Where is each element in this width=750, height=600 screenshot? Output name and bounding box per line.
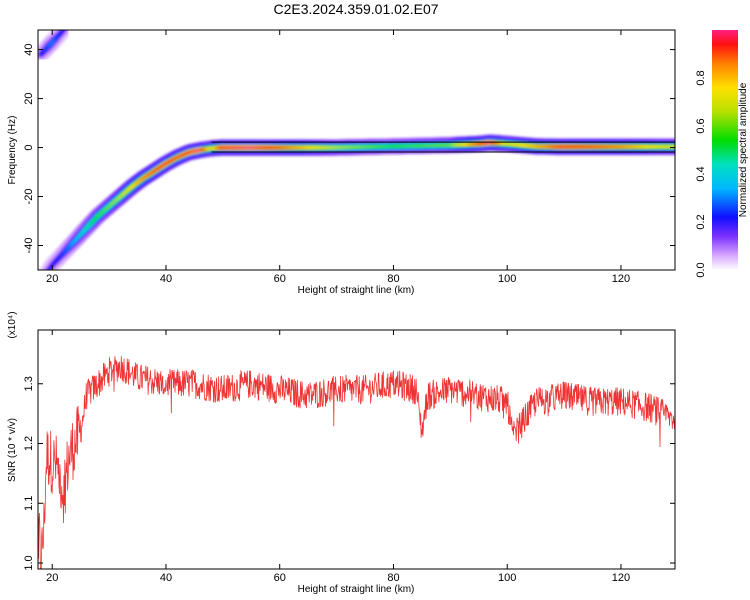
chart-title: C2E3.2024.359.01.02.E07 — [273, 1, 438, 17]
x-tick-label: 20 — [46, 273, 58, 285]
y-tick-label: 0 — [23, 145, 35, 151]
x-tick-label: 100 — [498, 572, 516, 584]
y-tick-label: 1.0 — [23, 555, 35, 570]
y-tick-label: 1.2 — [23, 436, 35, 451]
snr-frame — [37, 329, 676, 570]
spectrogram-x-ticks: 20 40 60 80 100 120 — [46, 30, 630, 285]
spectrogram-frame — [37, 29, 676, 271]
y-tick-label: 20 — [23, 92, 35, 104]
colorbar-tick-label: 0.0 — [695, 262, 707, 277]
y-tick-label: 1.1 — [23, 496, 35, 511]
colorbar-gradient — [712, 30, 738, 270]
x-tick-label: 40 — [160, 572, 172, 584]
y-tick-label: -20 — [23, 189, 35, 205]
spectrogram-y-ticks: -40 -20 0 20 40 — [23, 43, 675, 253]
x-tick-label: 40 — [160, 273, 172, 285]
x-tick-label: 120 — [612, 572, 630, 584]
snr-series-line — [38, 356, 675, 569]
spectral-upper-ridge — [38, 30, 72, 63]
spectrogram-marks — [38, 30, 675, 270]
x-tick-label: 120 — [612, 273, 630, 285]
colorbar-tick-label: 0.4 — [695, 166, 707, 181]
x-tick-label: 80 — [387, 572, 399, 584]
x-tick-label: 60 — [274, 572, 286, 584]
x-tick-label: 60 — [274, 273, 286, 285]
x-tick-label: 80 — [387, 273, 399, 285]
y-tick-label: -40 — [23, 238, 35, 254]
colorbar: 0.0 0.2 0.4 0.6 0.8 Normalized spectral ampl… — [695, 30, 749, 278]
spectral-ridge — [39, 134, 675, 270]
snr-y-label: SNR (10 * v/v) — [7, 418, 18, 482]
colorbar-tick-label: 0.2 — [695, 214, 707, 229]
spectrogram-panel: 20 40 60 80 100 120 -40 -20 0 20 40 Height of str… — [7, 29, 676, 296]
y-tick-label: 40 — [23, 43, 35, 55]
snr-y-multiplier: (x10⁴) — [7, 311, 18, 338]
snr-marks — [38, 356, 675, 569]
snr-panel: 20 40 60 80 100 120 1.0 1.1 1.2 1.3 Height of st… — [7, 311, 676, 595]
snr-y-ticks: 1.0 1.1 1.2 1.3 — [23, 376, 675, 571]
colorbar-tick-label: 0.6 — [695, 118, 707, 133]
snr-x-ticks: 20 40 60 80 100 120 — [46, 330, 630, 584]
colorbar-label: Normalized spectral amplitude — [738, 82, 749, 217]
snr-plot-area — [38, 330, 675, 569]
x-tick-label: 100 — [498, 273, 516, 285]
colorbar-tick-label: 0.8 — [695, 70, 707, 85]
x-tick-label: 20 — [46, 572, 58, 584]
snr-x-label: Height of straight line (km) — [298, 584, 415, 595]
y-tick-label: 1.3 — [23, 376, 35, 391]
spectrogram-y-label: Frequency (Hz) — [7, 116, 18, 185]
spectrogram-x-label: Height of straight line (km) — [298, 285, 415, 296]
colorbar-ticks: 0.0 0.2 0.4 0.6 0.8 — [695, 70, 707, 277]
